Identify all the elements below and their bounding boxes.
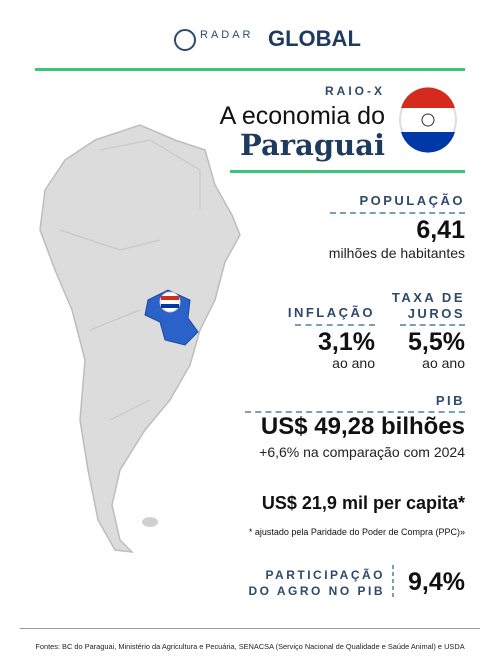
stat-value: 5,5% — [408, 328, 465, 356]
footnote: * ajustado pela Paridade do Poder de Com… — [248, 527, 465, 537]
stat-value: 3,1% — [318, 328, 375, 356]
map-borders — [59, 139, 201, 421]
stat-unit: milhões de habitantes — [328, 245, 465, 261]
logo-left: RADAR — [200, 29, 254, 41]
title-line2: Paraguai — [239, 128, 385, 162]
footer-rule — [20, 628, 480, 629]
stat-note: +6,6% na comparação com 2024 — [259, 444, 465, 460]
stat-value: 6,41 — [416, 216, 465, 244]
flag-seal — [421, 113, 435, 127]
stat-label: TAXA DE — [391, 290, 465, 305]
dash — [400, 324, 465, 326]
rule — [230, 170, 465, 173]
logo-right: GLOBAL — [268, 26, 361, 51]
south-america-map — [39, 124, 241, 553]
map-island — [142, 517, 158, 527]
stat-label: JUROS — [407, 306, 465, 321]
dash — [330, 212, 465, 214]
kicker: RAIO-X — [325, 84, 385, 98]
dash — [295, 324, 375, 326]
title-line1: A economia do — [219, 102, 385, 130]
map-flag-red — [161, 296, 179, 300]
paraguay-highlight — [144, 289, 199, 346]
stat-label: INFLAÇÃO — [287, 305, 375, 320]
stat-label: POPULAÇÃO — [359, 193, 465, 208]
stat-value: US$ 49,28 bilhões — [260, 413, 465, 440]
per-capita: US$ 21,9 mil per capita* — [261, 493, 465, 513]
map-flag — [159, 291, 181, 313]
footer-sources: Fontes: BC do Paraguai, Ministério da Ag… — [35, 642, 465, 651]
stat-label: DO AGRO NO PIB — [248, 584, 385, 598]
logo-mark — [174, 29, 196, 51]
map-flag-blue — [161, 304, 179, 308]
stat-unit: ao ano — [422, 355, 465, 371]
dash — [245, 411, 465, 413]
stat-label: PIB — [435, 393, 465, 408]
flag-red — [401, 87, 455, 108]
flag-blue — [401, 132, 455, 153]
stat-label: PARTICIPAÇÃO — [265, 568, 385, 582]
stat-unit: ao ano — [332, 355, 375, 371]
rule — [35, 68, 465, 71]
stat-value: 9,4% — [408, 568, 465, 596]
